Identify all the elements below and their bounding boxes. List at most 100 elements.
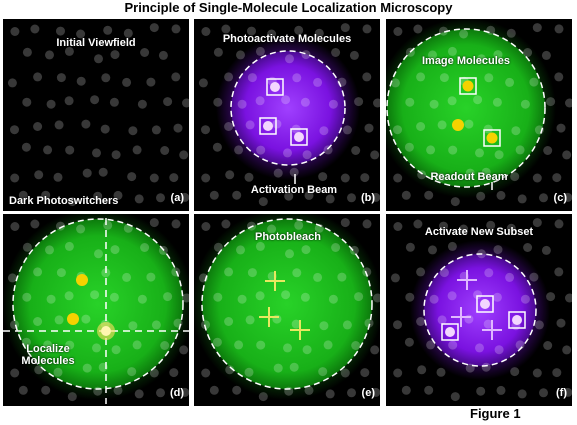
dark-molecule [340,368,350,378]
dark-molecule [149,173,159,183]
dark-molecule [436,172,446,182]
dark-molecule [122,77,132,87]
dark-molecule [328,294,338,304]
dark-molecule [209,190,219,200]
dark-molecule [180,192,189,202]
dark-molecule [132,340,142,350]
dark-molecule [318,172,328,182]
dark-molecule [30,24,40,34]
dark-molecule [529,77,539,87]
dark-molecule [313,272,323,282]
dark-molecule [496,385,506,395]
dark-molecule [424,385,434,395]
dark-molecule [362,219,372,229]
dark-molecule [393,368,403,378]
readout-beam [202,219,372,389]
readout-beam-outline [386,28,546,188]
dark-molecule [362,72,372,82]
dark-molecule [146,77,156,87]
dark-molecule [483,124,493,134]
panel-d-localize: Localize Molecules (d) [3,214,189,406]
dark-molecule [428,50,437,60]
dark-molecule [510,367,520,377]
dark-molecule [169,173,179,183]
dark-molecule [473,290,483,300]
dark-molecule [110,50,120,60]
dark-molecule [82,168,92,178]
dark-molecule [236,245,245,255]
dark-molecule [285,249,294,259]
dark-molecule [244,172,254,182]
dark-molecule [517,389,527,399]
dark-molecule [448,145,458,155]
dark-molecule [447,291,457,301]
dark-molecule [225,170,235,180]
dark-molecule [76,76,86,86]
panel-a-letter: (a) [170,192,184,204]
panel-b-bottom-label: Activation Beam [250,184,338,196]
dark-molecule [225,365,235,375]
dark-molecule [134,389,144,399]
dark-molecule [255,46,265,56]
dark-molecule [413,219,423,229]
dark-molecule [160,341,170,350]
dark-molecule [94,54,103,64]
dark-molecule [285,54,294,64]
dark-molecule [111,345,121,355]
dark-molecule [486,25,496,35]
dark-molecule [342,320,352,330]
dark-molecule [22,97,32,107]
dark-molecule [325,194,335,204]
dark-molecule [319,126,329,136]
dark-molecule [437,315,447,325]
dark-molecule [313,77,323,87]
dark-molecule [109,292,119,302]
dark-molecule [563,192,572,202]
dark-molecule [45,50,54,60]
dark-molecule [459,224,469,234]
dark-molecule [180,387,189,397]
dark-molecule [224,317,234,326]
dark-molecule [255,96,265,106]
dark-molecule [7,273,17,283]
dark-molecule [447,46,457,56]
dark-molecule [140,48,150,57]
dark-molecule [465,168,475,178]
dark-molecule [393,125,402,135]
dark-molecule [283,343,292,353]
dark-photoswitcher-molecules [390,23,572,207]
dark-molecule [18,190,28,200]
dark-molecule [237,99,247,109]
dark-molecule [354,97,364,107]
panel-d-letter: (d) [169,387,184,399]
panel-f-activate-new-subset: Activate New Subset (f) [386,214,572,406]
dark-molecule [404,142,414,152]
dark-molecule [182,293,189,303]
dark-molecule [493,50,503,60]
dark-molecule [340,23,350,33]
panel-d-label-line2: Molecules [21,355,75,367]
dark-molecule [393,222,403,231]
readout-beam-outline [12,218,184,390]
dark-molecule [437,120,447,130]
dark-molecule [224,72,234,82]
dark-molecule [523,243,533,252]
dark-molecule [128,321,138,331]
dark-molecule [292,73,302,83]
dark-molecule [301,50,311,60]
dark-molecule [405,292,415,302]
dark-molecule [209,385,219,395]
dark-molecule [505,77,515,87]
dark-molecule [532,368,542,378]
dark-molecule [494,345,504,355]
dark-molecule [565,293,572,303]
dark-molecule [113,190,123,200]
dark-molecule [45,245,54,255]
dark-molecule [565,98,572,108]
dark-molecule [221,219,231,229]
panel-c-bottom-label: Readout Beam [430,171,508,183]
dark-molecule [213,97,223,107]
dark-molecule [426,145,436,155]
dark-molecule [43,145,53,155]
dark-molecule [76,224,86,234]
